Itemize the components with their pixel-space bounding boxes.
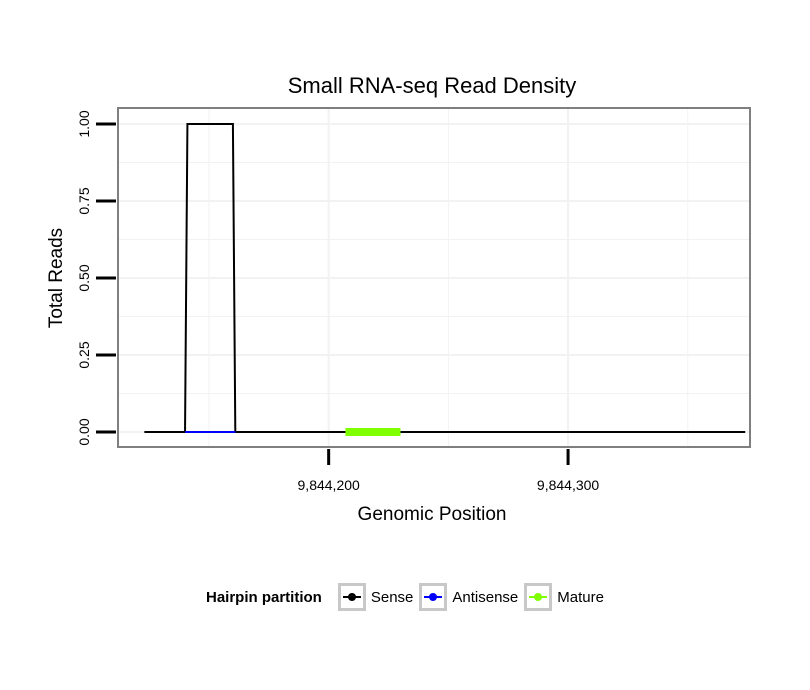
y-tick-label: 0.25 [76, 341, 92, 368]
legend-item-sense: Sense [337, 583, 414, 611]
x-axis-label: Genomic Position [358, 504, 507, 525]
legend-label-mature: Mature [557, 588, 604, 606]
legend-item-antisense: Antisense [419, 583, 518, 611]
x-tick-label: 9,844,300 [537, 477, 599, 493]
y-axis-label: Total Reads [46, 228, 67, 328]
legend-label-antisense: Antisense [452, 588, 519, 606]
legend-key-mature [524, 583, 553, 611]
x-tick-label: 9,844,200 [298, 477, 360, 493]
legend-label-sense: Sense [370, 588, 414, 606]
legend-key-antisense [419, 583, 448, 611]
y-tick-label: 1.00 [76, 110, 92, 137]
legend-key-sense [337, 583, 366, 611]
data-marks [144, 123, 746, 436]
chart-canvas: Small RNA-seq Read Density 0.000.250.500… [46, 73, 751, 525]
y-tick-label: 0.00 [76, 418, 92, 445]
axes: 0.00 0.25 0.50 0.75 1.00 9,844,200 9,844,300 [76, 110, 599, 493]
chart-title: Small RNA-seq Read Density [288, 73, 577, 98]
y-tick-label: 0.50 [76, 264, 92, 291]
legend-title: Hairpin partition [206, 588, 322, 606]
legend: Hairpin partition Sense Antisense Mature [206, 580, 610, 614]
y-tick-label: 0.75 [76, 187, 92, 214]
legend-item-mature: Mature [524, 583, 604, 611]
